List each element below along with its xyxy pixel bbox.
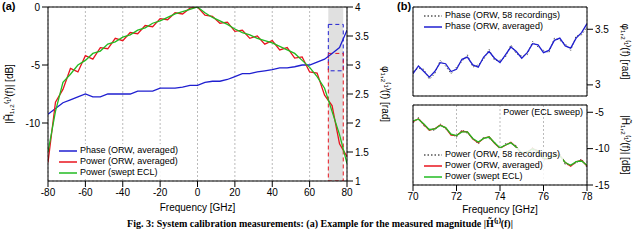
svg-text:Frequency [GHz]: Frequency [GHz] [160, 202, 236, 213]
svg-text:-80: -80 [41, 187, 56, 198]
svg-text:-5: -5 [31, 60, 40, 71]
svg-text:40: 40 [267, 187, 279, 198]
svg-text:-10: -10 [595, 143, 610, 154]
html-text:Power (ORW, averaged): Power (ORW, averaged) [80, 156, 178, 166]
svg-text:3: 3 [595, 79, 601, 90]
html-text:Phase (ORW, averaged): Phase (ORW, averaged) [80, 145, 178, 155]
svg-text:1: 1 [355, 176, 361, 187]
svg-text:-60: -60 [78, 187, 93, 198]
svg-text:-40: -40 [116, 187, 131, 198]
html-text:Power (ECL sweep): Power (ECL sweep) [503, 107, 583, 117]
html-text:Power (ORW, averaged): Power (ORW, averaged) [445, 160, 543, 170]
svg-text:3.5: 3.5 [595, 24, 609, 35]
svg-text:|H̃₁,₂⁽¹⁾(f)| [dB]: |H̃₁,₂⁽¹⁾(f)| [dB] [620, 115, 632, 175]
html-text:(a): (a) [2, 0, 16, 12]
html-text:Phase (ORW, 58 recordings): Phase (ORW, 58 recordings) [445, 10, 560, 20]
svg-text:78: 78 [581, 191, 593, 202]
svg-text:|H̃₁,₂⁽¹⁾(f)| [dB]: |H̃₁,₂⁽¹⁾(f)| [dB] [8, 64, 15, 124]
svg-text:20: 20 [229, 187, 241, 198]
svg-text:2.5: 2.5 [355, 89, 369, 100]
html-text:Power (ORW, 58 recordings): Power (ORW, 58 recordings) [445, 149, 560, 159]
svg-text:φ₁,₂⁽¹⁾(f) [rad]: φ₁,₂⁽¹⁾(f) [rad] [620, 23, 632, 79]
svg-text:70: 70 [407, 191, 419, 202]
html-text:Fig. 3: System calibration mea: Fig. 3: System calibration measurements:… [127, 218, 513, 229]
svg-text:-5: -5 [595, 107, 604, 118]
html-text:(b): (b) [397, 0, 411, 12]
svg-text:1.5: 1.5 [355, 147, 369, 158]
svg-text:3: 3 [355, 60, 361, 71]
svg-text:0: 0 [195, 187, 201, 198]
svg-text:3.5: 3.5 [355, 31, 369, 42]
svg-text:-10: -10 [26, 118, 41, 129]
svg-text:φ₁,₂⁽¹⁾(f) [rad]: φ₁,₂⁽¹⁾(f) [rad] [380, 66, 392, 122]
svg-text:80: 80 [341, 187, 353, 198]
svg-text:72: 72 [451, 191, 463, 202]
html-text:Power (swept ECL): Power (swept ECL) [80, 167, 158, 177]
html-text:Power (swept ECL): Power (swept ECL) [445, 171, 523, 181]
svg-text:74: 74 [494, 191, 506, 202]
svg-text:-20: -20 [153, 187, 168, 198]
svg-text:2: 2 [355, 118, 361, 129]
svg-text:4: 4 [355, 2, 361, 13]
svg-text:-15: -15 [595, 180, 610, 191]
svg-text:60: 60 [304, 187, 316, 198]
svg-text:76: 76 [538, 191, 550, 202]
html-text:Phase (ORW, averaged): Phase (ORW, averaged) [445, 21, 543, 31]
svg-text:Frequency [GHz]: Frequency [GHz] [462, 204, 538, 215]
svg-text:0: 0 [34, 2, 40, 13]
